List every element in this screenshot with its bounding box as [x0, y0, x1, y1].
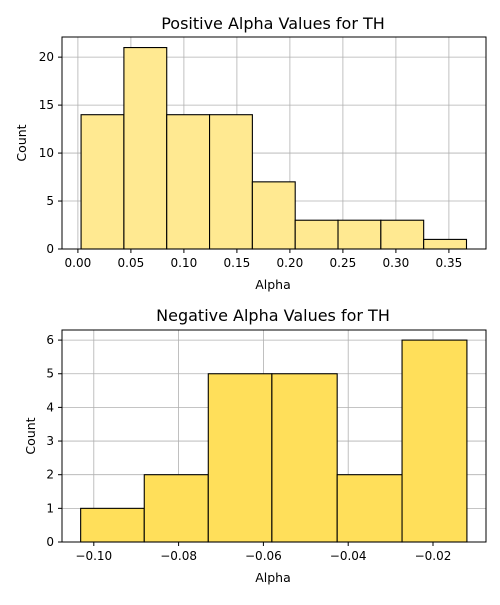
negative-alpha-chart: Negative Alpha Values for TH −0.10 −0.08−… [23, 306, 487, 585]
histogram-bar [80, 507, 145, 543]
x-tick-label: 0.00 [65, 256, 92, 270]
y-tick-label: 4 [46, 400, 54, 414]
x-tick-label: 0.20 [277, 256, 304, 270]
y-tick-label: 2 [46, 468, 54, 482]
x-tick-label: 0.15 [224, 256, 251, 270]
x-ticks: −0.10 −0.08 −0.06 −0.04 −0.02 [75, 542, 451, 563]
y-axis-label: Count [14, 124, 29, 161]
histogram-bar [271, 373, 338, 543]
x-tick-label: −0.02 [415, 549, 452, 563]
x-tick-label: −0.04 [330, 549, 367, 563]
x-tick-label: −0.08 [160, 549, 197, 563]
histogram-bar [143, 474, 209, 543]
y-tick-label: 15 [39, 98, 54, 112]
histogram-bar [337, 219, 382, 250]
histogram-bar [166, 114, 211, 250]
histogram-bar [294, 219, 339, 250]
y-axis-label: Count [23, 417, 38, 454]
histogram-bar [401, 339, 468, 543]
y-tick-label: 0 [46, 242, 54, 256]
x-tick-label: −0.10 [75, 549, 112, 563]
x-axis-label: Alpha [255, 570, 291, 585]
y-tick-label: 3 [46, 434, 54, 448]
histogram-bar [207, 373, 273, 543]
x-tick-label: 0.05 [118, 256, 145, 270]
positive-alpha-chart: Positive Alpha Values for TH 0.00 0.05 0.1… [14, 14, 487, 292]
y-tick-label: 5 [46, 194, 54, 208]
x-tick-label: 0.30 [383, 256, 410, 270]
x-tick-label: 0.35 [436, 256, 463, 270]
y-tick-label: 1 [46, 501, 54, 515]
x-tick-label: −0.06 [245, 549, 282, 563]
histogram-bar [336, 474, 403, 543]
chart-title: Negative Alpha Values for TH [156, 306, 390, 325]
y-tick-label: 5 [46, 367, 54, 381]
x-tick-label: 0.25 [330, 256, 357, 270]
y-tick-label: 20 [39, 50, 54, 64]
histogram-bar [423, 238, 468, 250]
chart-title: Positive Alpha Values for TH [161, 14, 385, 33]
y-tick-label: 0 [46, 535, 54, 549]
y-ticks: 0 1 2 3 4 5 6 [46, 333, 62, 549]
histogram-bar [123, 47, 168, 250]
x-axis-label: Alpha [255, 277, 291, 292]
histogram-bar [209, 114, 253, 250]
histogram-bar [251, 181, 296, 250]
x-ticks: 0.00 0.05 0.10 0.15 0.20 0.25 0.30 0.35 [65, 249, 463, 270]
plot-frame [61, 329, 487, 543]
plot-frame [61, 36, 487, 250]
histogram-bar [80, 114, 125, 250]
histogram-bar [380, 219, 425, 250]
x-tick-label: 0.10 [171, 256, 198, 270]
bars [80, 47, 468, 250]
bars [80, 339, 468, 543]
y-ticks: 0 5 10 15 20 [39, 50, 62, 256]
y-tick-label: 10 [39, 146, 54, 160]
y-tick-label: 6 [46, 333, 54, 347]
